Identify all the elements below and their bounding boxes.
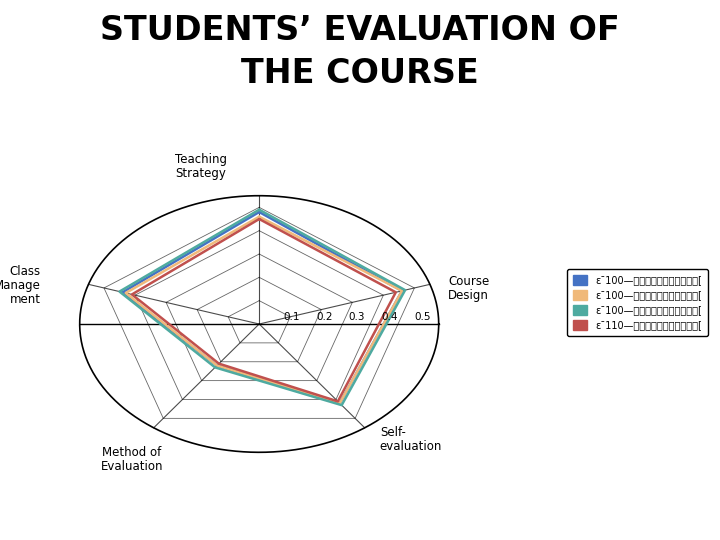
Text: 0.3: 0.3 — [349, 312, 365, 322]
Text: Course
Design: Course Design — [449, 275, 490, 302]
Text: Self-
evaluation: Self- evaluation — [379, 426, 442, 453]
Text: STUDENTS’ EVALUATION OF: STUDENTS’ EVALUATION OF — [100, 14, 620, 46]
Legend: ε¯100—般活動口答（中文語法）[, ε¯100—般活動口答（中文語法）[, ε¯100—般活動口答（中文語法）[, ε¯110—般活動口答（下文語法）[: ε¯100—般活動口答（中文語法）[, ε¯100—般活動口答（中文語法）[, … — [567, 269, 708, 336]
Text: Class
Manage
ment: Class Manage ment — [0, 265, 41, 306]
Text: 0.5: 0.5 — [414, 312, 431, 322]
Text: Teaching
Strategy: Teaching Strategy — [174, 153, 227, 180]
Text: Method of
Evaluation: Method of Evaluation — [101, 446, 163, 473]
Text: 0.1: 0.1 — [284, 312, 300, 322]
Text: 0.4: 0.4 — [382, 312, 398, 322]
Text: 0.2: 0.2 — [316, 312, 333, 322]
Text: THE COURSE: THE COURSE — [241, 57, 479, 90]
